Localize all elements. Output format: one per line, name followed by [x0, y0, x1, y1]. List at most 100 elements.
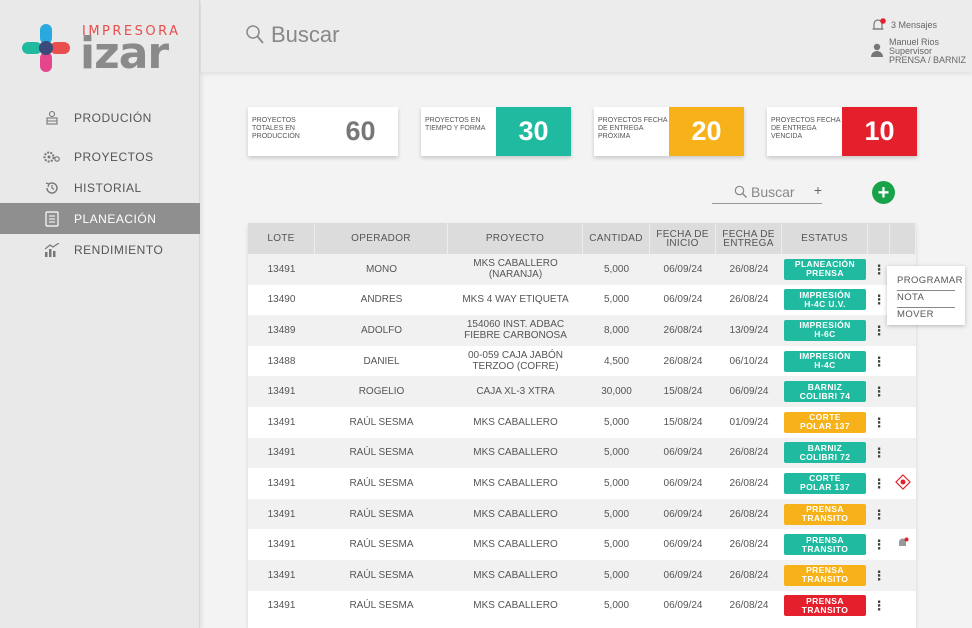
cell-fecha-entrega: 13/09/24	[729, 324, 769, 336]
global-search[interactable]: Buscar	[245, 22, 339, 48]
more-options-icon[interactable]: ⋮	[872, 475, 886, 491]
alert-bell-icon[interactable]	[897, 537, 909, 552]
search-add-filter-button[interactable]: +	[813, 182, 822, 198]
cell-operador: RAÚL SESMA	[349, 539, 414, 551]
status-machine: TRANSITO	[801, 513, 849, 524]
status-badge[interactable]: PRENSA TRANSITO	[784, 503, 866, 525]
table-row[interactable]: 13491 RAÚL SESMA MKS CABALLERO 5,000 06/09/2…	[248, 468, 916, 499]
sidebar-item-historial[interactable]: HISTORIAL	[0, 172, 200, 203]
more-options-icon[interactable]: ⋮	[872, 567, 886, 583]
table-row[interactable]: 13491 MONO MKS CABALLERO (NARANJA) 5,000 06/…	[248, 254, 916, 285]
status-badge[interactable]: IMPRESIÓN H-4C U.V.	[784, 289, 866, 311]
more-options-icon[interactable]: ⋮	[872, 353, 886, 369]
column-header-actions	[868, 223, 890, 254]
cell-operador: ROGELIO	[358, 386, 405, 398]
kpi-value: 30	[496, 107, 571, 156]
more-options-icon[interactable]: ⋮	[872, 537, 886, 553]
menu-item-nota[interactable]: NOTA	[897, 291, 955, 308]
table-row[interactable]: 13489 ADOLFO 154060 INST. ADBAC FIEBRE CAR…	[248, 315, 916, 346]
more-options-icon[interactable]: ⋮	[872, 322, 886, 338]
more-options-icon[interactable]: ⋮	[872, 292, 886, 308]
global-search-input[interactable]: Buscar	[271, 22, 340, 47]
cell-operador: RAÚL SESMA	[349, 600, 414, 612]
menu-item-programar[interactable]: PROGRAMAR	[897, 274, 962, 291]
cell-fecha-entrega: 26/08/24	[729, 263, 769, 275]
status-stage: CORTE	[809, 473, 841, 484]
kpi-value: 20	[669, 107, 744, 156]
logo-big-text: izar	[80, 28, 169, 79]
status-badge[interactable]: BARNIZ COLIBRI 72	[784, 442, 866, 464]
table-row[interactable]: 13491 RAÚL SESMA MKS CABALLERO 5,000 06/09/2…	[248, 529, 916, 560]
cell-fecha-inicio: 06/09/24	[663, 508, 703, 520]
table-row[interactable]: 13491 RAÚL SESMA MKS CABALLERO 5,000 15/08/2…	[248, 407, 916, 438]
row-alert	[890, 346, 916, 377]
gears-icon	[42, 149, 62, 165]
table-search-input[interactable]: Buscar	[751, 183, 795, 200]
sidebar-item-label: PRODUCIÓN	[74, 111, 152, 125]
column-header[interactable]: OPERADOR	[315, 223, 448, 254]
cell-operador: RAÚL SESMA	[349, 477, 414, 489]
sidebar-item-label: PROYECTOS	[74, 149, 154, 164]
cell-estatus: IMPRESIÓN H-4C	[782, 346, 868, 377]
cell-fecha-inicio: 06/09/24	[663, 447, 703, 459]
status-stage: PRENSA	[806, 565, 844, 576]
table-row[interactable]: 13490 ANDRES MKS 4 WAY ETIQUETA 5,000 06/09/…	[248, 285, 916, 316]
kpi-card[interactable]: PROYECTOS FECHA DE ENTREGA PRÓXIMA 20	[594, 107, 744, 156]
add-project-button[interactable]: +	[872, 181, 895, 204]
cell-operador: ANDRES	[360, 294, 403, 306]
table-row[interactable]: 13491 RAÚL SESMA MKS CABALLERO 5,000 06/09/2…	[248, 437, 916, 469]
more-options-icon[interactable]: ⋮	[872, 445, 886, 461]
cell-proyecto: MKS CABALLERO	[473, 508, 558, 520]
more-options-icon[interactable]: ⋮	[872, 414, 886, 430]
status-badge[interactable]: PLANEACIÓN PRENSA	[784, 258, 866, 280]
sidebar-item-proyectos[interactable]: PROYECTOS	[0, 141, 200, 172]
cell-fecha-entrega: 01/09/24	[729, 416, 769, 428]
kpi-value: 60	[323, 107, 398, 156]
status-badge[interactable]: BARNIZ COLIBRI 74	[784, 381, 866, 403]
cell-fecha-inicio: 15/08/24	[663, 416, 703, 428]
more-options-icon[interactable]: ⋮	[872, 506, 886, 522]
status-badge[interactable]: CORTE POLAR 137	[784, 411, 866, 433]
status-badge[interactable]: CORTE POLAR 137	[784, 472, 866, 494]
cell-estatus: PLANEACIÓN PRENSA	[782, 254, 868, 285]
column-header[interactable]: ESTATUS	[782, 223, 868, 254]
cell-lote: 13491	[267, 569, 296, 581]
more-options-icon[interactable]: ⋮	[872, 261, 886, 277]
warning-icon[interactable]	[895, 474, 911, 493]
row-actions: ⋮	[868, 285, 890, 316]
kpi-card[interactable]: PROYECTOS EN TIEMPO Y FORMA 30	[421, 107, 571, 156]
cell-operador: RAÚL SESMA	[349, 508, 414, 520]
sidebar-item-rendimiento[interactable]: RENDIMIENTO	[0, 234, 200, 265]
column-header[interactable]: PROYECTO	[448, 223, 583, 254]
status-machine: TRANSITO	[801, 543, 849, 554]
menu-item-mover[interactable]: MOVER	[897, 309, 934, 320]
status-machine: H-6C	[814, 329, 836, 340]
column-header[interactable]: LOTE	[248, 223, 315, 254]
sidebar-item-producion[interactable]: PRODUCIÓN	[0, 101, 200, 135]
cell-fecha-entrega: 26/08/24	[729, 508, 769, 520]
column-header[interactable]: FECHA DE ENTREGA	[716, 223, 782, 254]
table-row[interactable]: 13491 RAÚL SESMA MKS CABALLERO 5,000 06/09/2…	[248, 559, 916, 591]
more-options-icon[interactable]: ⋮	[872, 598, 886, 614]
status-badge[interactable]: IMPRESIÓN H-6C	[784, 319, 866, 341]
status-badge[interactable]: PRENSA TRANSITO	[784, 564, 866, 586]
table-row[interactable]: 13491 ROGELIO CAJA XL-3 XTRA 30,000 15/08/24…	[248, 376, 916, 407]
user-profile[interactable]: Manuel Rios Supervisor PRENSA / BARNIZ	[871, 38, 966, 65]
table-header: LOTE OPERADOR PROYECTO CANTIDAD FECHA DE INI…	[248, 223, 916, 254]
notifications[interactable]: 3 Mensajes	[871, 18, 937, 32]
kpi-card[interactable]: PROYECTOS FECHA DE ENTREGA VENCIDA 10	[767, 107, 917, 156]
kpi-card[interactable]: PROYECTOS TOTALES EN PRODUCCIÓN 60	[248, 107, 398, 156]
status-stage: IMPRESIÓN	[799, 320, 851, 331]
more-options-icon[interactable]: ⋮	[872, 384, 886, 400]
column-header[interactable]: FECHA DE INICIO	[650, 223, 716, 254]
table-search[interactable]: Buscar +	[712, 180, 822, 204]
sidebar-item-planeacion[interactable]: PLANEACIÓN	[0, 203, 200, 234]
company-logo[interactable]: IMPRESORA izar	[18, 18, 183, 80]
status-badge[interactable]: IMPRESIÓN H-4C	[784, 350, 866, 372]
table-row[interactable]: 13491 RAÚL SESMA MKS CABALLERO 5,000 06/09/2…	[248, 498, 916, 530]
table-row[interactable]: 13488 DANIEL 00-059 CAJA JABÓN TERZOO (COF…	[248, 346, 916, 377]
table-row[interactable]: 13491 RAÚL SESMA MKS CABALLERO 5,000 06/09/2…	[248, 591, 916, 622]
status-badge[interactable]: PRENSA TRANSITO	[784, 595, 866, 617]
status-badge[interactable]: PRENSA TRANSITO	[784, 534, 866, 556]
column-header[interactable]: CANTIDAD	[583, 223, 650, 254]
